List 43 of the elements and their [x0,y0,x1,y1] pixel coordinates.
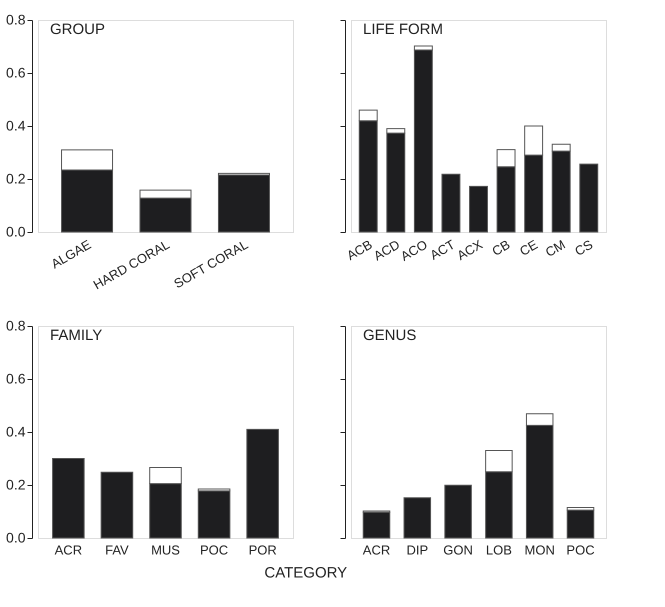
bar [444,484,472,538]
x-tick-label: CE [516,236,540,259]
x-tick-label: POC [200,542,228,558]
bar [579,164,598,232]
bar [469,186,488,232]
y-tick-label: 0.2 [6,170,26,186]
x-tick-label: DIP [406,542,428,558]
y-tick-label: 0.0 [6,224,26,240]
y-tick-label: 0.8 [6,12,26,28]
bar [566,510,594,538]
bar [404,497,432,538]
x-tick-label: MUS [151,542,180,558]
x-tick-label: GON [443,542,473,558]
y-tick-label: 0.0 [6,530,26,546]
bar [218,174,270,232]
bar [52,458,85,538]
x-tick-label: FAV [105,542,130,558]
chart-title: GENUS [363,327,416,344]
chart-title: FAMILY [50,327,102,344]
x-axis-title: CATEGORY [264,564,348,582]
bar [414,49,433,232]
x-tick-label: LOB [486,542,512,558]
y-tick-label: 0.4 [6,118,26,134]
y-tick-label: 0.2 [6,476,26,492]
x-tick-label: POR [248,542,277,558]
bar [246,428,279,538]
bar [362,512,390,538]
y-tick-label: 0.6 [6,370,26,386]
chart-title: LIFE FORM [363,21,444,38]
chart-title: GROUP [50,21,106,38]
x-tick-label: CS [572,236,596,259]
y-tick-label: 0.8 [6,318,26,334]
bar [198,490,230,538]
bar [441,174,460,232]
y-tick-label: 0.6 [6,64,26,80]
y-tick-label: 0.4 [6,424,26,440]
x-tick-label: MON [524,542,555,558]
x-tick-label: CB [489,236,513,259]
x-tick-label: POC [566,542,595,558]
x-tick-label: CM [542,236,568,260]
x-tick-label: ACR [362,542,390,558]
bar [100,472,134,538]
x-tick-label: ACR [54,542,82,558]
